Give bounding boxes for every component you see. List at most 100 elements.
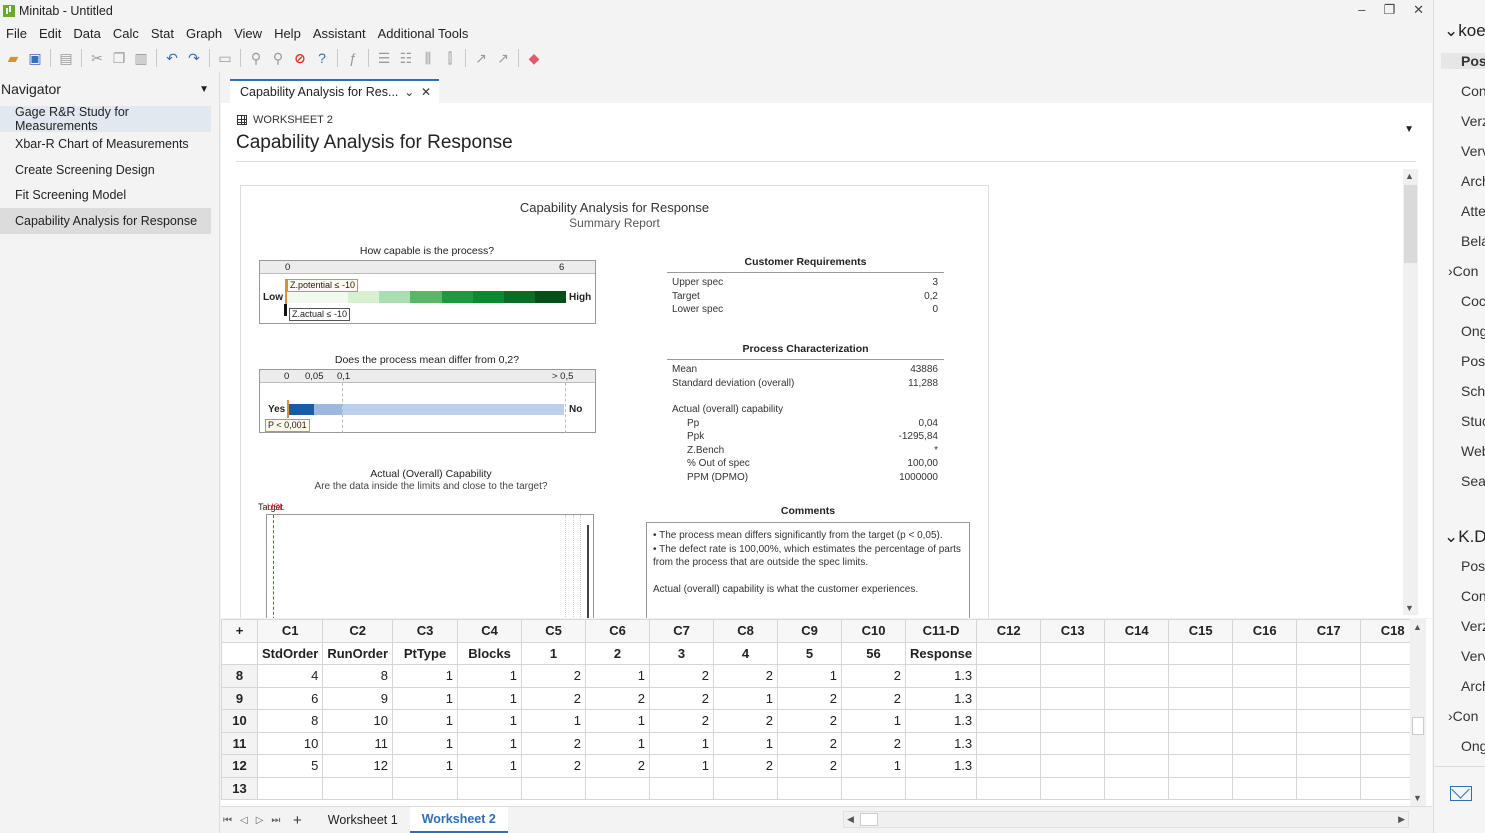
grid-cell[interactable]: 1 (649, 754, 715, 778)
tab-capability-analysis[interactable]: Capability Analysis for Res... ⌄ ✕ (230, 79, 439, 103)
column-name-cell[interactable]: 3 (649, 641, 715, 665)
column-header[interactable]: C3 (392, 619, 459, 643)
grid-cell[interactable] (905, 776, 978, 800)
grid-cell[interactable] (1296, 754, 1362, 778)
column-name-cell[interactable] (1232, 641, 1298, 665)
row-header[interactable]: 9 (221, 686, 258, 710)
grid-cell[interactable] (1168, 709, 1234, 733)
grid-cell[interactable] (1040, 731, 1106, 755)
add-sheet-icon[interactable]: + (293, 811, 302, 829)
close-icon[interactable]: ✕ (1413, 2, 1424, 17)
column-header[interactable]: C16 (1232, 619, 1298, 643)
grid-cell[interactable] (1040, 754, 1106, 778)
grid-cell[interactable]: 2 (777, 731, 843, 755)
column-header[interactable]: C5 (521, 619, 587, 643)
row-header[interactable]: 10 (221, 709, 258, 733)
column-name-cell[interactable]: PtType (392, 641, 459, 665)
scroll-up-icon[interactable]: ▲ (1413, 622, 1422, 632)
restore-icon[interactable]: ❐ (1383, 2, 1396, 17)
column-name-cell[interactable] (1104, 641, 1170, 665)
column-header[interactable]: C2 (322, 619, 394, 643)
menu-calc[interactable]: Calc (112, 25, 139, 41)
grid-cell[interactable]: 2 (585, 686, 651, 710)
delete-row-icon[interactable]: ☷ (399, 49, 413, 66)
grid-cell[interactable]: 1 (585, 709, 651, 733)
grid-cell[interactable] (457, 776, 523, 800)
folder-item[interactable]: Post (1461, 558, 1485, 574)
folder-item[interactable]: Verv (1461, 143, 1485, 159)
navigator-item-fit-screening[interactable]: Fit Screening Model (15, 188, 127, 203)
column-name-cell[interactable] (1040, 641, 1106, 665)
grid-cell[interactable]: 1 (457, 709, 523, 733)
output-options-icon[interactable]: ▼ (1404, 124, 1414, 135)
worksheet-hscrollbar[interactable]: ◀ ▶ (843, 811, 1409, 828)
grid-cell[interactable] (1296, 776, 1362, 800)
grid-cell[interactable] (1168, 754, 1234, 778)
grid-cell[interactable]: 1.3 (905, 686, 978, 710)
mail-icon[interactable] (1450, 786, 1472, 801)
tab-dropdown-icon[interactable]: ⌄ (404, 85, 415, 99)
last-sheet-icon[interactable]: ⏭ (271, 814, 281, 826)
grid-cell[interactable] (1232, 709, 1298, 733)
grid-cell[interactable] (1296, 731, 1362, 755)
column-header[interactable]: C15 (1168, 619, 1234, 643)
grid-cell[interactable] (1232, 686, 1298, 710)
save-icon[interactable]: ▣ (28, 49, 42, 66)
grid-cell[interactable]: 1 (713, 731, 779, 755)
grid-cell[interactable] (1232, 754, 1298, 778)
sheet-tab-worksheet-2[interactable]: Worksheet 2 (409, 807, 508, 833)
formula-icon[interactable]: ƒ (349, 50, 357, 66)
grid-cell[interactable] (1168, 686, 1234, 710)
folder-item[interactable]: Arch (1461, 678, 1485, 694)
menu-graph[interactable]: Graph (185, 25, 223, 41)
grid-cell[interactable] (1168, 776, 1234, 800)
grid-cell[interactable] (976, 754, 1042, 778)
column-header[interactable]: C14 (1104, 619, 1170, 643)
column-header[interactable]: C17 (1296, 619, 1362, 643)
folder-item[interactable]: Verz (1461, 113, 1485, 129)
grid-cell[interactable] (976, 664, 1042, 688)
column-name-cell[interactable]: 56 (841, 641, 907, 665)
scroll-left-icon[interactable]: ◀ (847, 814, 854, 824)
column-header[interactable]: C18 (1360, 619, 1426, 643)
grid-cell[interactable]: 2 (841, 664, 907, 688)
navigator-dropdown-icon[interactable]: ▼ (199, 83, 209, 95)
grid-cell[interactable]: 1 (457, 686, 523, 710)
column-header[interactable]: C13 (1040, 619, 1106, 643)
scroll-down-icon[interactable]: ▼ (1405, 603, 1414, 613)
insert-column-icon[interactable]: ⫼ (424, 49, 432, 66)
worksheet-scrollbar[interactable]: ▲ ▼ (1410, 619, 1426, 806)
cancel-icon[interactable]: ⊘ (294, 49, 306, 66)
column-header[interactable]: C1 (256, 619, 324, 643)
scroll-thumb[interactable] (860, 813, 878, 826)
grid-cell[interactable] (976, 731, 1042, 755)
grid-cell[interactable] (1168, 731, 1234, 755)
help-icon[interactable]: ? (318, 50, 326, 66)
copy-icon[interactable]: ❐ (112, 49, 126, 66)
grid-cell[interactable]: 1 (841, 709, 907, 733)
column-name-cell[interactable] (976, 641, 1042, 665)
grid-cell[interactable]: 2 (649, 686, 715, 710)
open-folder-icon[interactable]: ▰ (7, 49, 19, 66)
grid-cell[interactable] (1104, 664, 1170, 688)
grid-cell[interactable] (1040, 686, 1106, 710)
grid-cell[interactable]: 1 (457, 731, 523, 755)
move-column-icon[interactable]: ⫿ (447, 49, 453, 66)
grid-cell[interactable]: 2 (713, 664, 779, 688)
scroll-down-icon[interactable]: ▼ (1413, 793, 1422, 803)
column-header[interactable]: C6 (585, 619, 651, 643)
grid-cell[interactable]: 1 (585, 664, 651, 688)
output-scrollbar[interactable]: ▲ ▼ (1403, 169, 1418, 615)
find-replace-icon[interactable]: ⚲ (272, 49, 284, 66)
grid-cell[interactable]: 1 (777, 664, 843, 688)
grid-cell[interactable]: 2 (777, 709, 843, 733)
grid-cell[interactable]: 1 (392, 709, 459, 733)
grid-cell[interactable] (1104, 686, 1170, 710)
grid-cell[interactable]: 2 (713, 709, 779, 733)
grid-cell[interactable]: 1 (457, 754, 523, 778)
grid-cell[interactable] (777, 776, 843, 800)
navigator-item-xbar-r[interactable]: Xbar-R Chart of Measurements (15, 137, 189, 152)
grid-cell[interactable] (521, 776, 587, 800)
folder-item[interactable]: Verz (1461, 618, 1485, 634)
row-header[interactable]: 13 (221, 776, 258, 800)
